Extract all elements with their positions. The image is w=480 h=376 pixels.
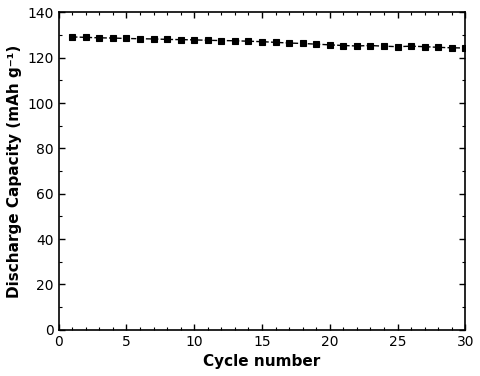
Y-axis label: Discharge Capacity (mAh g⁻¹): Discharge Capacity (mAh g⁻¹): [7, 44, 22, 298]
X-axis label: Cycle number: Cycle number: [203, 354, 320, 369]
